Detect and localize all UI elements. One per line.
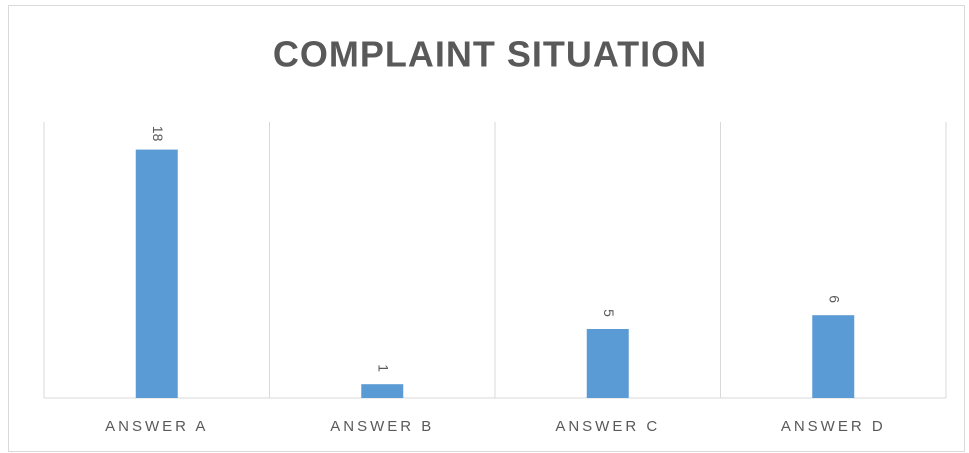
bar (586, 329, 629, 398)
data-label: 6 (827, 295, 843, 303)
data-label: 5 (601, 309, 617, 317)
x-tick-label: ANSWER B (330, 418, 434, 435)
data-label: 1 (376, 364, 392, 372)
bar (812, 315, 855, 398)
chart-title: COMPLAINT SITUATION (273, 34, 707, 75)
x-tick-label: ANSWER A (105, 418, 208, 435)
data-label: 18 (150, 126, 166, 142)
bar (135, 149, 178, 398)
x-tick-label: ANSWER D (781, 418, 886, 435)
bar (361, 384, 404, 398)
x-tick-label: ANSWER C (555, 418, 660, 435)
